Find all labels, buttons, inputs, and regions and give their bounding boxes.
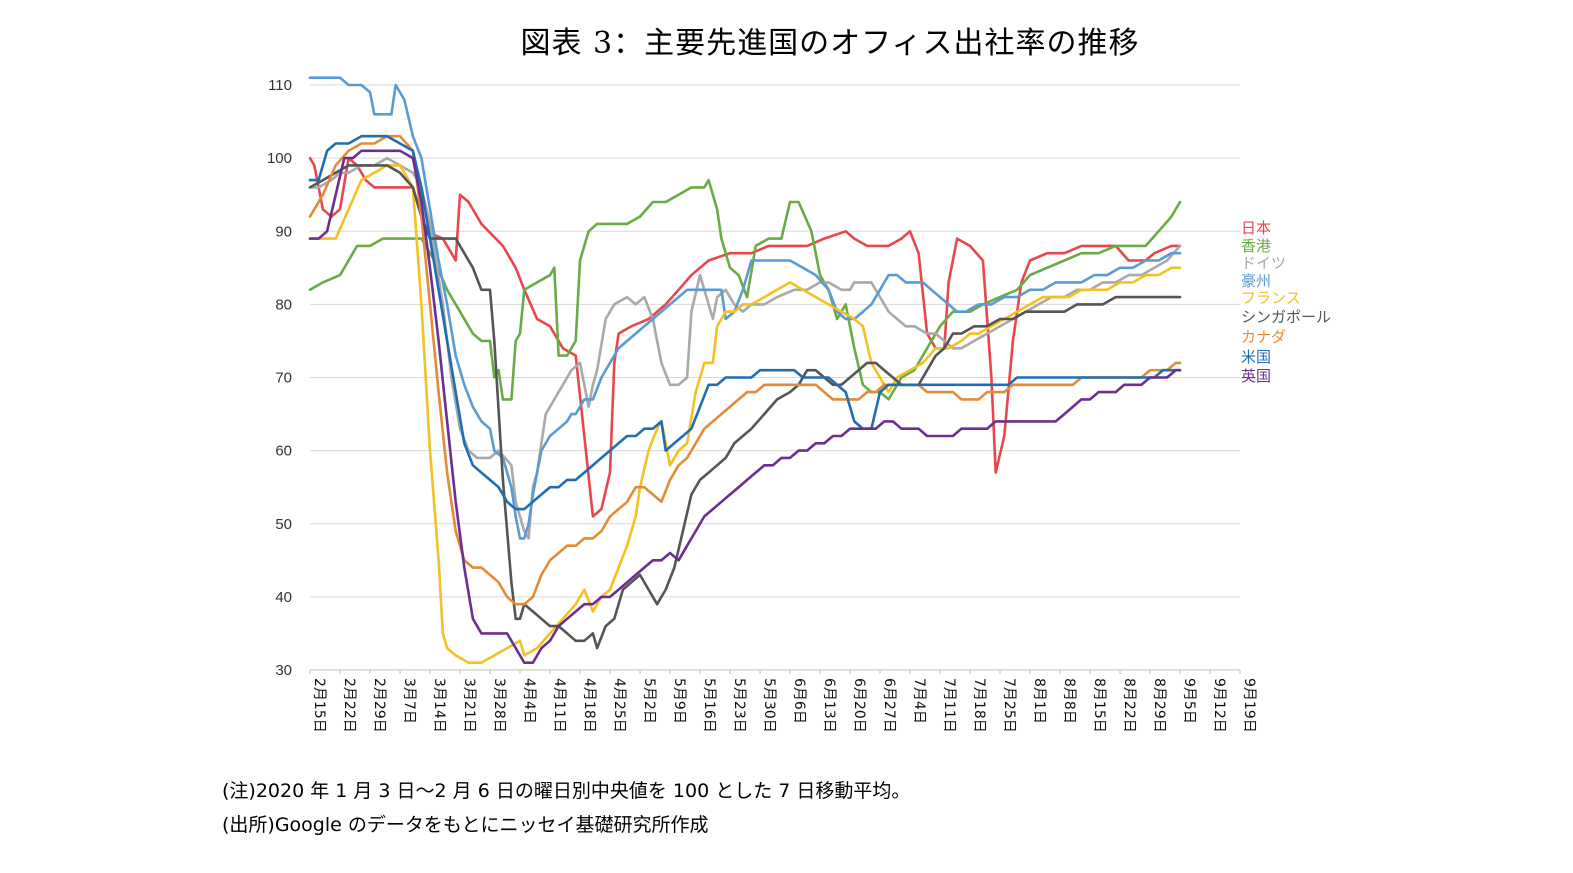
x-tick-label: 3月21日 [461, 678, 477, 733]
x-tick-label: 6月27日 [881, 678, 897, 733]
note-text: (注)2020 年 1 月 3 日～2 月 6 日の曜日別中央値を 100 とし… [222, 780, 911, 802]
series-label: 米国 [1241, 348, 1271, 366]
x-tick-label: 3月7日 [401, 678, 417, 724]
x-tick-label: 4月18日 [581, 678, 597, 733]
x-tick-label: 4月25日 [611, 678, 627, 733]
series-label: フランス [1241, 289, 1301, 307]
y-tick-label: 90 [275, 223, 292, 240]
x-tick-label: 2月22日 [341, 678, 357, 733]
x-tick-label: 8月1日 [1031, 678, 1047, 724]
y-axis-ticks: 30 40 50 60 70 80 90 100 110 [267, 77, 292, 679]
y-tick-label: 110 [268, 77, 292, 94]
y-tick-label: 60 [275, 443, 292, 460]
x-tick-label: 3月28日 [491, 678, 507, 733]
series-line [308, 156, 1182, 540]
x-tick-label: 9月19日 [1241, 678, 1257, 733]
series-layer [308, 76, 1182, 664]
y-tick-label: 70 [275, 370, 292, 387]
series-label: 英国 [1241, 367, 1271, 385]
x-tick-label: 5月9日 [671, 678, 687, 724]
series-line [308, 156, 1182, 518]
y-tick-label: 40 [275, 589, 292, 606]
series-line [308, 134, 1182, 606]
x-tick-label: 5月30日 [761, 678, 777, 733]
series-label: 日本 [1241, 219, 1271, 237]
series-label: カナダ [1241, 328, 1286, 346]
x-tick-label: 6月20日 [851, 678, 867, 733]
y-tick-label: 100 [267, 150, 292, 167]
x-axis-ticks: 2月15日 2月22日 2月29日 3月7日 3月14日 3月21日 3月28日 4月4日 4月… [309, 670, 1257, 733]
source-text: (出所)Google のデータをもとにニッセイ基礎研究所作成 [222, 814, 709, 836]
x-tick-label: 7月11日 [941, 678, 957, 733]
series-line [308, 164, 1182, 664]
series-line [308, 149, 1182, 664]
x-tick-label: 7月18日 [971, 678, 987, 733]
series-label: 豪州 [1241, 272, 1271, 290]
x-tick-label: 7月4日 [911, 678, 927, 724]
series-label: ドイツ [1241, 254, 1286, 272]
x-tick-label: 2月15日 [311, 678, 327, 733]
x-tick-label: 4月4日 [521, 678, 537, 724]
y-tick-label: 50 [275, 516, 292, 533]
x-tick-label: 5月23日 [731, 678, 747, 733]
chart-title: 図表 3：主要先進国のオフィス出社率の推移 [520, 26, 1140, 61]
x-tick-label: 4月11日 [551, 678, 567, 733]
series-line [308, 178, 1182, 401]
x-tick-label: 2月29日 [371, 678, 387, 733]
x-tick-label: 8月15日 [1091, 678, 1107, 733]
x-tick-label: 8月22日 [1121, 678, 1137, 733]
series-label: 香港 [1241, 237, 1271, 255]
y-tick-label: 30 [275, 662, 292, 679]
x-tick-label: 3月14日 [431, 678, 447, 733]
x-tick-label: 5月2日 [641, 678, 657, 724]
series-line [308, 76, 1182, 540]
y-tick-label: 80 [275, 296, 292, 313]
x-tick-label: 6月6日 [791, 678, 807, 724]
grid-layer [310, 84, 1240, 671]
x-tick-label: 6月13日 [821, 678, 837, 733]
x-tick-label: 7月25日 [1001, 678, 1017, 733]
series-line [308, 164, 1182, 650]
x-tick-label: 9月5日 [1181, 678, 1197, 724]
x-tick-label: 9月12日 [1211, 678, 1227, 733]
series-label: シンガポール [1241, 308, 1331, 326]
series-line [308, 134, 1182, 511]
x-tick-label: 5月16日 [701, 678, 717, 733]
x-tick-label: 8月8日 [1061, 678, 1077, 724]
x-tick-label: 8月29日 [1151, 678, 1167, 733]
